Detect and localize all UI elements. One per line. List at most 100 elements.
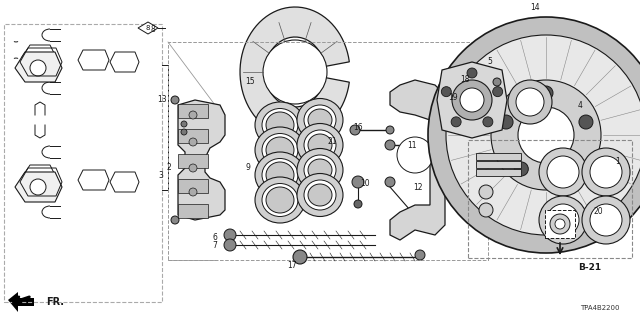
Ellipse shape — [262, 133, 298, 166]
Ellipse shape — [255, 127, 305, 173]
Polygon shape — [15, 172, 62, 202]
Circle shape — [181, 129, 187, 135]
Circle shape — [582, 148, 630, 196]
Bar — [16, 298, 34, 306]
Circle shape — [499, 115, 513, 129]
Text: 16: 16 — [353, 124, 363, 132]
Circle shape — [479, 185, 493, 199]
Circle shape — [397, 137, 433, 173]
Text: 8: 8 — [146, 25, 150, 31]
Ellipse shape — [308, 184, 332, 206]
Text: TPA4B2200: TPA4B2200 — [580, 305, 620, 311]
Polygon shape — [178, 100, 225, 220]
Text: 21: 21 — [327, 138, 337, 147]
Circle shape — [428, 17, 640, 253]
Circle shape — [515, 162, 528, 176]
Text: FR.: FR. — [46, 297, 64, 307]
Text: 4: 4 — [577, 100, 582, 109]
Circle shape — [547, 156, 579, 188]
Circle shape — [30, 60, 46, 76]
Text: 14: 14 — [530, 4, 540, 12]
Circle shape — [451, 117, 461, 127]
Bar — [178, 204, 208, 218]
Circle shape — [491, 80, 601, 190]
Ellipse shape — [308, 109, 332, 131]
Circle shape — [293, 250, 307, 264]
Text: 7: 7 — [212, 242, 218, 251]
Circle shape — [403, 140, 413, 150]
Circle shape — [181, 121, 187, 127]
Bar — [468, 140, 632, 258]
Circle shape — [442, 87, 451, 97]
Circle shape — [547, 204, 579, 236]
Ellipse shape — [266, 112, 294, 138]
Bar — [476, 153, 521, 160]
Ellipse shape — [304, 105, 336, 135]
Circle shape — [493, 87, 502, 97]
Circle shape — [385, 140, 395, 150]
Text: 2: 2 — [166, 164, 172, 172]
Circle shape — [518, 107, 574, 163]
Text: 8: 8 — [150, 26, 156, 35]
Circle shape — [555, 219, 565, 229]
Text: 9: 9 — [246, 164, 250, 172]
Text: 5: 5 — [488, 58, 492, 67]
Circle shape — [539, 148, 587, 196]
Circle shape — [415, 250, 425, 260]
Ellipse shape — [304, 180, 336, 210]
Bar — [168, 42, 488, 260]
Ellipse shape — [255, 152, 305, 198]
Circle shape — [224, 229, 236, 241]
Text: 12: 12 — [413, 183, 423, 193]
Circle shape — [408, 208, 416, 216]
Circle shape — [479, 203, 493, 217]
Bar — [545, 210, 575, 238]
Circle shape — [564, 162, 578, 176]
Circle shape — [579, 115, 593, 129]
Circle shape — [189, 164, 197, 172]
Circle shape — [354, 200, 362, 208]
Text: 3: 3 — [159, 172, 163, 180]
Ellipse shape — [297, 99, 343, 141]
Polygon shape — [437, 62, 507, 138]
Ellipse shape — [304, 155, 336, 185]
Bar — [4, 24, 162, 302]
Circle shape — [590, 204, 622, 236]
Bar — [178, 179, 208, 193]
Ellipse shape — [255, 102, 305, 148]
Circle shape — [224, 239, 236, 251]
Circle shape — [467, 68, 477, 78]
Circle shape — [171, 96, 179, 104]
Bar — [178, 129, 208, 143]
Ellipse shape — [266, 137, 294, 163]
Circle shape — [385, 177, 395, 187]
Ellipse shape — [266, 187, 294, 213]
Ellipse shape — [297, 148, 343, 191]
Circle shape — [483, 117, 493, 127]
Circle shape — [189, 111, 197, 119]
Text: 15: 15 — [245, 77, 255, 86]
Text: 18: 18 — [460, 76, 470, 84]
Bar — [178, 154, 208, 168]
Ellipse shape — [262, 183, 298, 217]
Polygon shape — [15, 52, 62, 82]
Circle shape — [460, 88, 484, 112]
Text: 19: 19 — [448, 93, 458, 102]
Bar — [476, 169, 521, 176]
Ellipse shape — [297, 173, 343, 217]
Ellipse shape — [308, 159, 332, 181]
Ellipse shape — [262, 158, 298, 191]
Circle shape — [189, 188, 197, 196]
Text: 10: 10 — [360, 180, 370, 188]
Ellipse shape — [262, 108, 298, 141]
Polygon shape — [390, 80, 445, 240]
Circle shape — [189, 138, 197, 146]
Circle shape — [30, 179, 46, 195]
Circle shape — [516, 88, 544, 116]
Circle shape — [352, 176, 364, 188]
Ellipse shape — [297, 124, 343, 166]
Bar — [476, 161, 521, 168]
Circle shape — [386, 126, 394, 134]
Text: 6: 6 — [212, 233, 218, 242]
Circle shape — [493, 78, 501, 86]
